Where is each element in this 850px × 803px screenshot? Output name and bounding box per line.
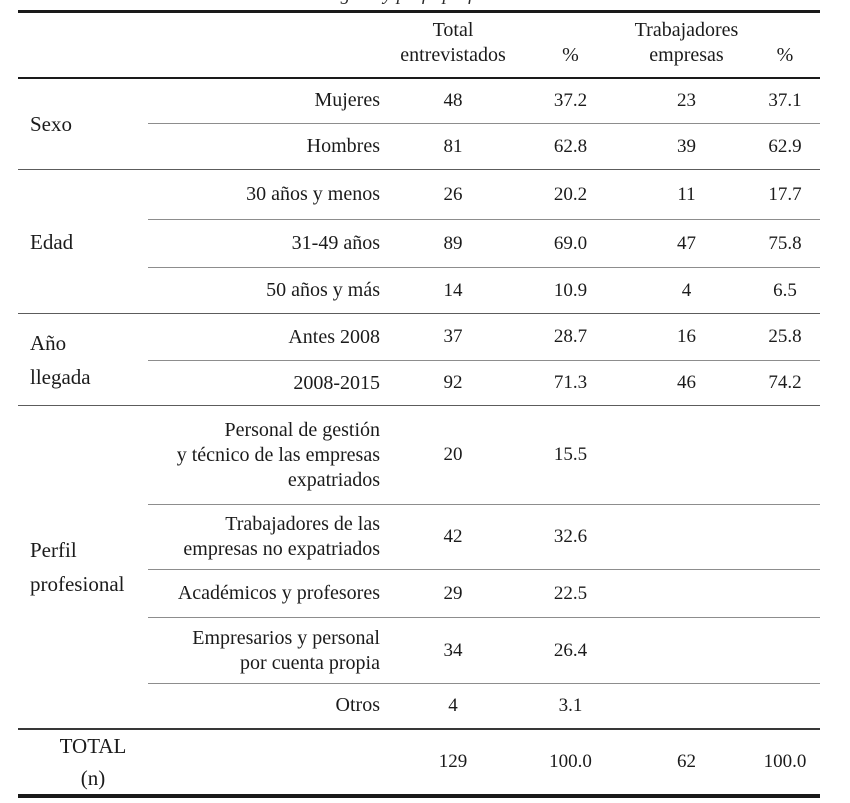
header-row: Total entrevistados % Trabajadores empre…: [18, 10, 820, 79]
cell-personal-gestion-empresas-pct: [750, 405, 820, 505]
cell-empresarios-total: 34: [388, 617, 518, 684]
header-spacer-sublabel: [148, 10, 388, 79]
cell-total-n: 129: [388, 727, 518, 798]
cell-personal-gestion-total: 20: [388, 405, 518, 505]
cell-2008-2015-total-pct: 71.3: [518, 360, 623, 406]
group-label-perfil-profesional: Perfil profesional: [18, 405, 148, 729]
table-row-otros: Otros 4 3.1: [18, 683, 820, 729]
table-row-academicos: Académicos y profesores 29 22.5: [18, 569, 820, 618]
cell-antes-2008-total: 37: [388, 313, 518, 361]
cell-2008-2015-empresas: 46: [623, 360, 750, 406]
cell-empresarios-empresas-pct: [750, 617, 820, 684]
column-header-pct-empresas: %: [750, 10, 820, 79]
cell-total-empresas: 62: [623, 727, 750, 798]
row-label-mujeres: Mujeres: [314, 89, 380, 112]
cell-antes-2008-empresas-pct: 25.8: [750, 313, 820, 361]
group-label-sexo: Sexo: [30, 111, 72, 136]
cell-academicos-empresas-pct: [750, 569, 820, 618]
table-row-trabajadores-no-expatriados: Trabajadores de las empresas no expatria…: [18, 504, 820, 570]
cell-30-anos-total: 26: [388, 169, 518, 220]
cell-trabajadores-empresas-pct: [750, 504, 820, 570]
table-row-hombres: Hombres 81 62.8 39 62.9: [18, 123, 820, 170]
column-header-trabajadores-empresas: Trabajadores empresas: [623, 10, 750, 79]
row-label-personal-gestion: Personal de gestión y técnico de las emp…: [148, 405, 388, 505]
table-row-30-anos-y-menos: Edad 30 años y menos 26 20.2 11 17.7: [18, 169, 820, 314]
row-label-trabajadores-no-expatriados: Trabajadores de las empresas no expatria…: [148, 504, 388, 570]
cell-antes-2008-empresas: 16: [623, 313, 750, 361]
cell-2008-2015-empresas-pct: 74.2: [750, 360, 820, 406]
cell-trabajadores-total-pct: 32.6: [518, 504, 623, 570]
row-label-otros: Otros: [148, 683, 388, 729]
column-header-pct-total: %: [518, 10, 623, 79]
cell-total-pct: 100.0: [518, 727, 623, 798]
cell-50-anos-total-pct: 10.9: [518, 267, 623, 314]
row-label-30-anos: 30 años y menos: [148, 169, 388, 220]
cell-otros-empresas: [623, 683, 750, 729]
table-row-total: TOTAL (n) 129 100.0 62 100.0: [18, 727, 820, 798]
group-label-edad: Edad: [18, 169, 148, 314]
cell-academicos-total-pct: 22.5: [518, 569, 623, 618]
cell-empresarios-empresas: [623, 617, 750, 684]
total-row-spacer: [148, 727, 388, 798]
row-label-50-anos: 50 años y más: [148, 267, 388, 314]
row-label-31-49: 31-49 años: [148, 219, 388, 268]
cell-antes-2008-total-pct: 28.7: [518, 313, 623, 361]
cell-30-anos-empresas-pct: 17.7: [750, 169, 820, 220]
cell-hombres-empresas-pct: 62.9: [750, 123, 820, 170]
row-label-2008-2015: 2008-2015: [148, 360, 388, 406]
caption-clip: llegada y perfil profesional: [0, 0, 850, 10]
cell-31-49-empresas: 47: [623, 219, 750, 268]
table-row-personal-gestion: Perfil profesional Personal de gestión y…: [18, 405, 820, 729]
table-row-mujeres: Sexo Mujeres 48 37.2 23 37.1: [18, 78, 820, 136]
cell-total-empresas-pct: 100.0: [750, 727, 820, 798]
table-row-31-49-anos: 31-49 años 89 69.0 47 75.8: [18, 219, 820, 268]
cell-hombres-empresas: 39: [623, 123, 750, 170]
cell-30-anos-total-pct: 20.2: [518, 169, 623, 220]
cell-31-49-total: 89: [388, 219, 518, 268]
cell-academicos-empresas: [623, 569, 750, 618]
cell-personal-gestion-total-pct: 15.5: [518, 405, 623, 505]
demographics-table: Total entrevistados % Trabajadores empre…: [18, 10, 820, 798]
row-label-empresarios: Empresarios y personal por cuenta propia: [148, 617, 388, 684]
cell-academicos-total: 29: [388, 569, 518, 618]
cell-mujeres-total-pct: 37.2: [553, 89, 588, 111]
group-label-ano-llegada: Año llegada: [18, 313, 148, 406]
cell-hombres-total: 81: [388, 123, 518, 170]
cell-mujeres-empresas-pct: 37.1: [768, 89, 802, 111]
cell-otros-total-pct: 3.1: [518, 683, 623, 729]
cell-mujeres-empresas: 23: [677, 89, 696, 111]
table-row-50-anos-y-mas: 50 años y más 14 10.9 4 6.5: [18, 267, 820, 314]
row-label-antes-2008: Antes 2008: [148, 313, 388, 361]
row-label-academicos: Académicos y profesores: [148, 569, 388, 618]
cell-31-49-empresas-pct: 75.8: [750, 219, 820, 268]
table-caption-fragment: llegada y perfil profesional: [0, 0, 850, 7]
cell-2008-2015-total: 92: [388, 360, 518, 406]
cell-trabajadores-total: 42: [388, 504, 518, 570]
cell-31-49-total-pct: 69.0: [518, 219, 623, 268]
cell-50-anos-empresas: 4: [623, 267, 750, 314]
row-label-hombres: Hombres: [148, 123, 388, 170]
cell-50-anos-empresas-pct: 6.5: [750, 267, 820, 314]
header-spacer-group: [18, 10, 148, 79]
total-row-label: TOTAL (n): [18, 727, 148, 798]
table-row-2008-2015: 2008-2015 92 71.3 46 74.2: [18, 360, 820, 406]
cell-hombres-total-pct: 62.8: [518, 123, 623, 170]
cell-50-anos-total: 14: [388, 267, 518, 314]
cell-personal-gestion-empresas: [623, 405, 750, 505]
cell-otros-empresas-pct: [750, 683, 820, 729]
cell-trabajadores-empresas: [623, 504, 750, 570]
cell-empresarios-total-pct: 26.4: [518, 617, 623, 684]
table-row-antes-2008: Año llegada Antes 2008 37 28.7 16 25.8: [18, 313, 820, 406]
cell-otros-total: 4: [388, 683, 518, 729]
cell-30-anos-empresas: 11: [623, 169, 750, 220]
table-row-empresarios: Empresarios y personal por cuenta propia…: [18, 617, 820, 684]
cell-mujeres-total: 48: [443, 89, 463, 111]
column-header-total-entrevistados: Total entrevistados: [388, 10, 518, 79]
